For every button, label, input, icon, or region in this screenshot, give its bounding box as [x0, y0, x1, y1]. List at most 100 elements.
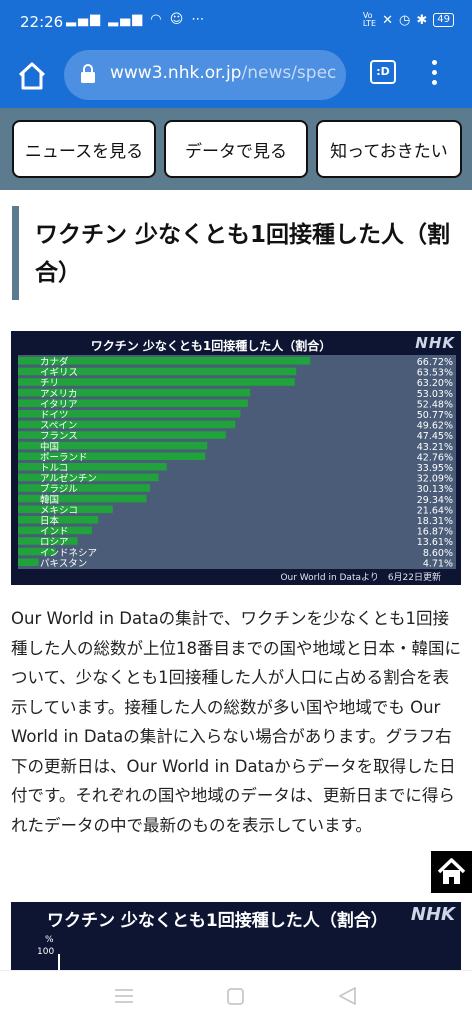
- chart-bar: [18, 526, 92, 535]
- chart-category-label: スペイン: [40, 421, 77, 432]
- chart-bar: [18, 537, 78, 545]
- mute-icon: ✕: [382, 12, 394, 28]
- nav-news-button[interactable]: ニュースを見る: [12, 120, 156, 178]
- chart-bar: [18, 463, 167, 471]
- nhk-logo: NHK: [410, 904, 455, 925]
- chart2-title: ワクチン 少なくとも1回接種した人（割合）: [47, 911, 388, 931]
- chart-category-label: イタリア: [40, 399, 78, 410]
- home-nav-icon[interactable]: [227, 988, 244, 1005]
- chart-category-label: 日本: [40, 515, 60, 527]
- chart-bar: [18, 516, 99, 524]
- chart-plot-area: カナダ 66.72% イギリス 63.53% チリ 63.20% アメリカ 53.03% イタリ…: [18, 355, 456, 569]
- home-button[interactable]: [14, 58, 50, 94]
- chart-value-label: 63.53%: [417, 368, 453, 379]
- section-nav: ニュースを見る データで見る 知っておきたい: [0, 108, 472, 190]
- chart-category-label: トルコ: [40, 463, 68, 474]
- chart-category-label: イギリス: [40, 368, 78, 379]
- chart-value-label: 4.71%: [423, 558, 453, 569]
- recent-apps-icon[interactable]: [115, 989, 133, 1003]
- chart-value-label: 47.45%: [417, 431, 453, 442]
- status-time: 22:26: [20, 13, 64, 31]
- chart-bar: [18, 441, 208, 450]
- chart-category-label: 中国: [40, 441, 59, 453]
- chart2-yaxis: [58, 954, 60, 970]
- chart-value-label: 66.72%: [417, 357, 453, 368]
- chart-category-label: チリ: [40, 378, 59, 389]
- chart-category-label: アルゼンチン: [40, 473, 97, 485]
- more-vert-icon[interactable]: [426, 60, 442, 90]
- chart-value-label: 16.87%: [417, 527, 453, 538]
- tab-switcher-button[interactable]: :D: [370, 60, 396, 84]
- chart-bar: [18, 494, 147, 503]
- chart-value-label: 30.13%: [417, 484, 453, 495]
- chart-category-label: パキスタン: [40, 558, 87, 569]
- chart-title: ワクチン 少なくとも1回接種した人（割合）: [90, 339, 332, 353]
- chart-value-label: 29.34%: [417, 495, 453, 506]
- chart-value-label: 13.61%: [417, 537, 453, 548]
- nav-knowledge-button[interactable]: 知っておきたい: [316, 120, 462, 178]
- vaccination-bar-chart: ワクチン 少なくとも1回接種した人（割合） NHK カナダ 66.72% イギリス 6…: [11, 331, 461, 585]
- chart-category-label: インド: [40, 527, 69, 538]
- page-title: ワクチン 少なくとも1回接種した人（割合）: [12, 206, 462, 300]
- chart-value-label: 63.20%: [417, 378, 453, 389]
- chart2-ytick: 100: [37, 947, 55, 957]
- chart-value-label: 43.21%: [417, 442, 453, 453]
- chart-category-label: ロシア: [40, 537, 69, 548]
- back-icon[interactable]: [339, 987, 356, 1005]
- chart-value-label: 53.03%: [417, 389, 453, 400]
- url-field[interactable]: www3.nhk.or.jp/news/spec: [64, 50, 346, 100]
- volte-icon: Vo LTE: [362, 11, 377, 28]
- chart-value-label: 33.95%: [417, 463, 453, 474]
- chart-bar: [18, 367, 297, 376]
- chart-bar: [18, 420, 236, 429]
- nav-data-button[interactable]: データで見る: [164, 120, 308, 178]
- signal-icons: ▂▄▆ ▂▄▆ ◠ ☺ ⋯: [66, 12, 207, 27]
- chart-value-label: 50.77%: [417, 410, 453, 421]
- home-icon: [437, 858, 466, 884]
- battery-icon: 49: [433, 13, 454, 27]
- system-nav-icons: [115, 987, 356, 1005]
- lock-icon: [81, 64, 95, 83]
- url-host: www3.nhk.or.jp: [110, 63, 242, 83]
- chart-category-label: アメリカ: [40, 389, 78, 400]
- status-bar: 22:26 ▂▄▆ ▂▄▆ ◠ ☺ ⋯ Vo LTE ✕ ◷ ✱ 49: [0, 0, 472, 46]
- chart-category-label: インドネシア: [40, 548, 97, 559]
- system-nav-bar: [0, 970, 472, 1024]
- status-right-icons: Vo LTE ✕ ◷ ✱ 49: [363, 12, 454, 28]
- chart-bar: [18, 505, 113, 513]
- chart-bar: [18, 399, 248, 407]
- home-icon: [18, 62, 46, 90]
- chart-value-label: 52.48%: [417, 399, 453, 410]
- chart-category-label: カナダ: [40, 356, 69, 368]
- bluetooth-icon: ✱: [416, 12, 428, 28]
- chart-value-label: 18.31%: [417, 516, 453, 527]
- chart-bar: [18, 431, 226, 439]
- chart-category-label: ドイツ: [40, 410, 69, 421]
- chart-bar: [18, 388, 251, 397]
- chart-category-label: フランス: [40, 431, 78, 442]
- browser-toolbar: www3.nhk.or.jp/news/spec :D: [0, 46, 472, 108]
- chart-bars: カナダ 66.72% イギリス 63.53% チリ 63.20% アメリカ 53.03% イタリ…: [18, 356, 453, 569]
- scroll-top-button[interactable]: [431, 851, 472, 893]
- chart-value-label: 8.60%: [423, 548, 453, 559]
- chart2-ylabel: %: [45, 935, 54, 945]
- chart-bar: [18, 452, 206, 460]
- vaccination-line-chart: ワクチン 少なくとも1回接種した人（割合） NHK % 100: [11, 902, 461, 970]
- alarm-icon: ◷: [399, 12, 411, 28]
- chart-bar: [18, 547, 56, 556]
- chart-bar: [18, 410, 241, 418]
- chart-category-label: ポーランド: [40, 452, 88, 463]
- chart-category-label: メキシコ: [40, 505, 78, 516]
- url-path: /news/spec: [241, 63, 337, 83]
- chart-source: Our World in Dataより 6月22日更新: [280, 573, 441, 583]
- chart-bar: [18, 357, 311, 365]
- url-text: www3.nhk.or.jp/news/spec: [110, 63, 336, 83]
- chart-bar: [18, 558, 39, 566]
- chart-value-label: 32.09%: [417, 474, 453, 485]
- chart-bar: [18, 473, 159, 482]
- chart-bar: [18, 484, 150, 492]
- chart-category-label: 韓国: [40, 495, 59, 506]
- nhk-logo: NHK: [415, 334, 455, 352]
- chart-value-label: 49.62%: [417, 421, 453, 432]
- chart-category-label: ブラジル: [40, 483, 78, 495]
